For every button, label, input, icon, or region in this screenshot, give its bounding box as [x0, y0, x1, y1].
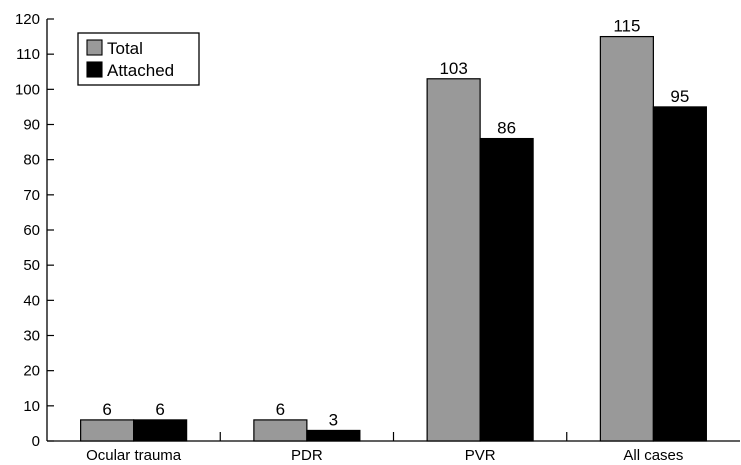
legend-label-total: Total — [107, 39, 143, 58]
data-label: 95 — [670, 87, 689, 106]
y-axis-ticks: 0 10 20 30 40 50 60 70 80 90 100 110 120 — [15, 11, 54, 450]
y-tick-label: 40 — [23, 292, 40, 309]
y-tick-label: 100 — [15, 81, 40, 98]
y-tick-label: 110 — [16, 46, 40, 63]
y-tick-label: 70 — [23, 187, 40, 204]
bar-total — [80, 419, 135, 442]
bar-total — [253, 419, 308, 442]
bar-attached — [133, 419, 188, 442]
bars: 6 6 6 3 103 86 115 95 — [80, 17, 707, 442]
data-label: 6 — [102, 400, 111, 419]
legend: Total Attached — [77, 32, 200, 86]
data-label: 6 — [155, 400, 164, 419]
y-tick-label: 50 — [23, 257, 40, 274]
bar-attached — [479, 137, 534, 442]
legend-swatch-total — [86, 39, 103, 56]
y-tick-label: 0 — [32, 433, 40, 450]
x-tick-label: All cases — [623, 447, 683, 464]
legend-label-attached: Attached — [107, 61, 174, 80]
x-axis-ticks: Ocular trauma PDR PVR All cases — [86, 432, 683, 464]
y-tick-label: 20 — [23, 363, 40, 380]
data-label: 115 — [613, 17, 640, 36]
y-tick-label: 60 — [23, 222, 40, 239]
data-label: 86 — [497, 119, 516, 138]
bar-total — [599, 35, 654, 442]
y-tick-label: 30 — [23, 328, 40, 345]
x-tick-label: PDR — [291, 447, 323, 464]
data-label: 6 — [276, 400, 285, 419]
bar-total — [426, 78, 481, 442]
y-tick-label: 120 — [15, 11, 40, 28]
y-tick-label: 10 — [23, 398, 40, 415]
legend-swatch-attached — [86, 61, 103, 78]
data-label: 103 — [439, 59, 467, 78]
y-tick-label: 80 — [23, 152, 40, 169]
bar-attached — [652, 106, 707, 442]
x-tick-label: PVR — [465, 447, 496, 464]
x-tick-label: Ocular trauma — [86, 447, 182, 464]
data-label: 3 — [329, 410, 338, 429]
bar-attached — [306, 429, 361, 442]
y-tick-label: 90 — [23, 117, 40, 134]
